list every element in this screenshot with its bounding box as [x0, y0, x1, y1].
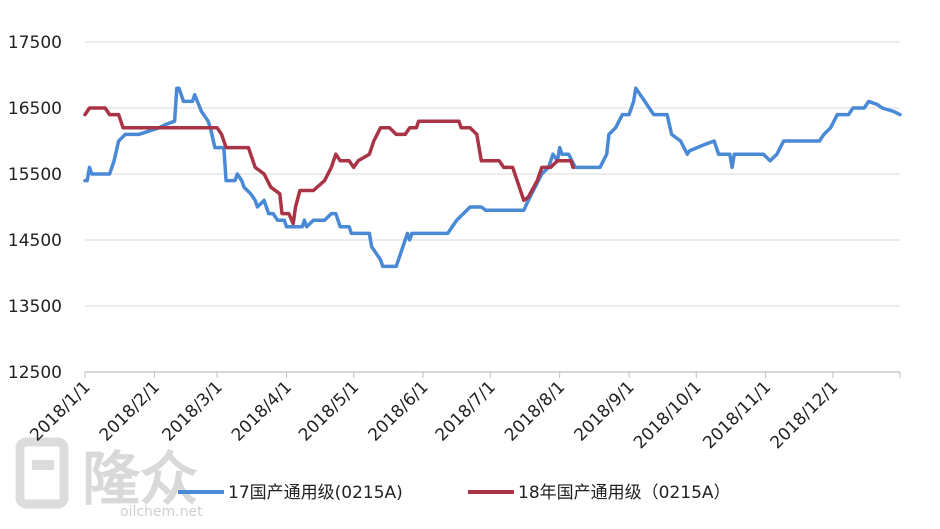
x-tick-label: 2018/7/1: [432, 377, 500, 445]
watermark-logo-icon: [15, 437, 69, 509]
series-line-2: [83, 106, 575, 226]
watermark-logo-text: 隆众: [82, 445, 198, 513]
y-tick-label: 16500: [8, 99, 62, 119]
series-line-1: [83, 86, 902, 269]
y-tick-label: 15500: [8, 165, 62, 185]
x-tick-label: 2018/6/1: [364, 377, 432, 445]
x-tick-label: 2018/12/1: [767, 377, 843, 453]
x-tick-label: 2018/1/1: [26, 377, 94, 445]
legend-label-2: 18年国产通用级（0215A）: [518, 483, 731, 503]
x-tick-label: 2018/9/1: [570, 377, 638, 445]
y-axis: 12500 13500 14500 15500 16500 17500: [8, 33, 62, 383]
y-tick-label: 12500: [8, 363, 62, 383]
y-tick-label: 17500: [8, 33, 62, 53]
gridlines: [85, 41, 900, 307]
legend-label-1: 17国产通用级(0215A): [228, 483, 403, 503]
x-tick-label: 2018/4/1: [228, 377, 296, 445]
x-tick-label: 2018/2/1: [96, 377, 164, 445]
x-tick-label: 2018/10/1: [630, 377, 706, 453]
y-tick-label: 14500: [8, 231, 62, 251]
x-tick-label: 2018/3/1: [159, 377, 227, 445]
oilchem-watermark: 隆众 oilchem.net: [15, 437, 203, 520]
x-tick-label: 2018/11/1: [699, 377, 775, 453]
x-axis: [84, 371, 901, 378]
x-tick-label: 2018/8/1: [501, 377, 569, 445]
series-lines: [83, 86, 902, 269]
y-tick-label: 13500: [8, 297, 62, 317]
legend: 17国产通用级(0215A) 18年国产通用级（0215A）: [178, 483, 731, 503]
x-tick-label: 2018/5/1: [295, 377, 363, 445]
watermark-url: oilchem.net: [120, 504, 203, 520]
